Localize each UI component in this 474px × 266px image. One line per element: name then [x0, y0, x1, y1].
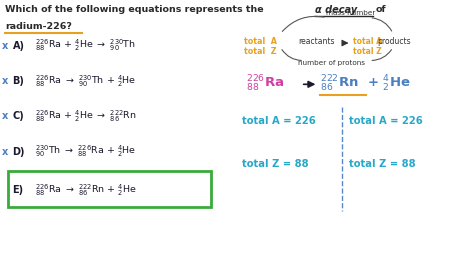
- Text: radium-226?: radium-226?: [5, 22, 73, 31]
- Text: mass number: mass number: [326, 10, 375, 16]
- Text: total Z = 88: total Z = 88: [242, 159, 309, 169]
- Text: $^{226}_{88}$Ra $\rightarrow$ $^{222}_{86}$Rn + $^{4}_{2}$He: $^{226}_{88}$Ra $\rightarrow$ $^{222}_{8…: [35, 182, 137, 198]
- Text: C): C): [12, 111, 24, 121]
- Bar: [8, 171, 211, 207]
- Text: E): E): [12, 185, 24, 195]
- Text: total A = 226: total A = 226: [242, 116, 316, 126]
- Text: Which of the following equations represents the: Which of the following equations represe…: [5, 5, 264, 14]
- Text: x: x: [1, 147, 8, 156]
- Text: $^{226}_{88}$Ra $\rightarrow$ $^{230}_{90}$Th + $^{4}_{2}$He: $^{226}_{88}$Ra $\rightarrow$ $^{230}_{9…: [35, 73, 136, 89]
- Text: $^{226}_{88}$Ra: $^{226}_{88}$Ra: [246, 74, 284, 94]
- Text: total A: total A: [353, 37, 382, 46]
- Text: D): D): [12, 147, 25, 156]
- Text: $^{226}_{88}$Ra + $^{4}_{2}$He $\rightarrow$ $^{230}_{90}$Th: $^{226}_{88}$Ra + $^{4}_{2}$He $\rightar…: [35, 38, 136, 53]
- Text: of: of: [375, 5, 386, 14]
- Text: total Z: total Z: [353, 47, 382, 56]
- Text: A): A): [12, 41, 25, 51]
- Text: x: x: [1, 111, 8, 121]
- Text: total  Z: total Z: [244, 47, 277, 56]
- Text: reactants: reactants: [299, 37, 335, 46]
- Text: $^{222}_{86}$Rn: $^{222}_{86}$Rn: [320, 74, 359, 94]
- Text: x: x: [1, 41, 8, 51]
- Text: $^{226}_{88}$Ra + $^{4}_{2}$He $\rightarrow$ $^{222}_{86}$Rn: $^{226}_{88}$Ra + $^{4}_{2}$He $\rightar…: [35, 109, 137, 124]
- Text: α decay: α decay: [315, 5, 357, 15]
- Text: $^{230}_{90}$Th $\rightarrow$ $^{226}_{88}$Ra + $^{4}_{2}$He: $^{230}_{90}$Th $\rightarrow$ $^{226}_{8…: [35, 144, 136, 159]
- Text: total  A: total A: [244, 37, 277, 46]
- Text: products: products: [377, 37, 410, 46]
- Text: number of protons: number of protons: [299, 60, 365, 66]
- Text: + $^{4}_{2}$He: + $^{4}_{2}$He: [367, 74, 411, 94]
- Text: total A = 226: total A = 226: [349, 116, 423, 126]
- Text: x: x: [1, 76, 8, 86]
- Text: total Z = 88: total Z = 88: [349, 159, 416, 169]
- Text: B): B): [12, 76, 24, 86]
